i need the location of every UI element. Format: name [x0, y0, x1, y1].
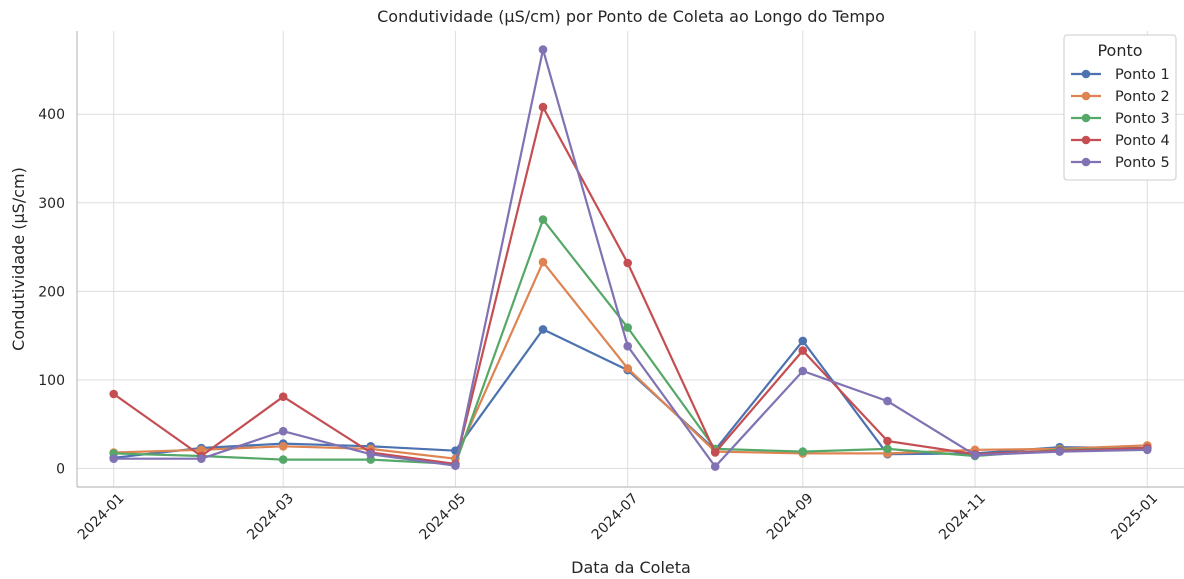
data-point-ponto-2 — [538, 257, 548, 267]
grid — [77, 31, 1184, 487]
series-ponto-3 — [109, 215, 1152, 469]
data-point-ponto-3 — [798, 447, 808, 456]
legend-title: Ponto — [1097, 41, 1142, 60]
x-tick-label: 2024-09 — [764, 491, 817, 544]
series-line-ponto-4 — [113, 105, 1148, 466]
legend-item-ponto-4: Ponto 4 — [1071, 133, 1170, 149]
data-point-ponto-1 — [798, 336, 808, 346]
legend-label: Ponto 5 — [1115, 155, 1170, 171]
data-point-ponto-2 — [197, 445, 206, 455]
data-point-ponto-3 — [883, 444, 892, 454]
data-point-ponto-4 — [883, 436, 892, 446]
data-point-ponto-3 — [278, 455, 288, 464]
tick-labels: 0 100 200 300 400 2024-01 2024-03 2024-05 2024-0… — [38, 107, 1161, 543]
data-point-ponto-5 — [710, 462, 720, 471]
legend-item-ponto-2: Ponto 2 — [1071, 89, 1170, 105]
legend: Ponto Ponto 1 Ponto 2 Ponto 3 Ponto 4 Ponto … — [1063, 34, 1177, 181]
x-tick-label: 2024-11 — [936, 491, 989, 544]
data-point-ponto-3 — [538, 215, 548, 224]
data-point-ponto-4 — [710, 448, 720, 457]
y-tick-label: 400 — [38, 107, 65, 123]
y-axis-label: Condutividade (µS/cm) — [9, 167, 28, 351]
legend-box — [1063, 34, 1177, 181]
data-point-ponto-5 — [798, 366, 808, 376]
data-point-ponto-5 — [623, 341, 632, 351]
legend-label: Ponto 1 — [1115, 67, 1170, 83]
data-point-ponto-5 — [366, 449, 376, 459]
data-point-ponto-2 — [623, 364, 632, 373]
data-point-ponto-5 — [1055, 447, 1064, 456]
data-point-ponto-4 — [538, 102, 548, 112]
series-lines — [109, 45, 1152, 471]
data-point-ponto-5 — [1143, 445, 1152, 455]
series-ponto-2 — [109, 257, 1152, 464]
data-point-ponto-4 — [798, 346, 808, 355]
data-point-ponto-5 — [451, 461, 460, 471]
legend-label: Ponto 2 — [1115, 89, 1170, 105]
legend-marker — [1081, 69, 1091, 79]
data-point-ponto-1 — [538, 325, 548, 334]
y-tick-label: 100 — [38, 373, 65, 389]
legend-item-ponto-1: Ponto 1 — [1071, 67, 1170, 83]
legend-item-ponto-5: Ponto 5 — [1071, 155, 1170, 171]
x-tick-label: 2024-07 — [589, 491, 642, 544]
data-point-ponto-4 — [278, 392, 288, 402]
data-point-ponto-5 — [197, 454, 206, 464]
series-ponto-4 — [109, 102, 1152, 469]
data-point-ponto-5 — [883, 396, 892, 406]
x-tick-label: 2024-05 — [417, 491, 470, 544]
y-tick-label: 200 — [38, 284, 65, 300]
legend-item-ponto-3: Ponto 3 — [1071, 111, 1170, 127]
data-point-ponto-5 — [538, 45, 548, 54]
axes — [76, 31, 1184, 488]
chart-title: Condutividade (µS/cm) por Ponto de Colet… — [377, 7, 885, 26]
y-tick-label: 300 — [38, 196, 65, 212]
y-tick-label: 0 — [56, 461, 65, 477]
series-ponto-5 — [109, 45, 1152, 471]
legend-label: Ponto 3 — [1115, 111, 1170, 127]
legend-marker — [1081, 91, 1091, 101]
x-tick-label: 2024-03 — [244, 491, 297, 544]
x-tick-label: 2025-01 — [1108, 491, 1161, 544]
x-axis-label: Data da Coleta — [571, 558, 691, 577]
data-point-ponto-4 — [109, 389, 118, 399]
data-point-ponto-5 — [109, 454, 118, 464]
data-point-ponto-2 — [278, 442, 288, 451]
series-line-ponto-3 — [113, 218, 1148, 466]
x-tick-label: 2024-01 — [75, 491, 128, 544]
data-point-ponto-4 — [623, 258, 632, 268]
data-point-ponto-5 — [970, 450, 980, 460]
legend-label: Ponto 4 — [1115, 133, 1170, 149]
legend-marker — [1081, 135, 1091, 145]
data-point-ponto-3 — [623, 323, 632, 332]
data-point-ponto-5 — [278, 426, 288, 436]
legend-marker — [1081, 157, 1091, 167]
series-line-ponto-5 — [113, 48, 1148, 468]
legend-marker — [1081, 113, 1091, 123]
